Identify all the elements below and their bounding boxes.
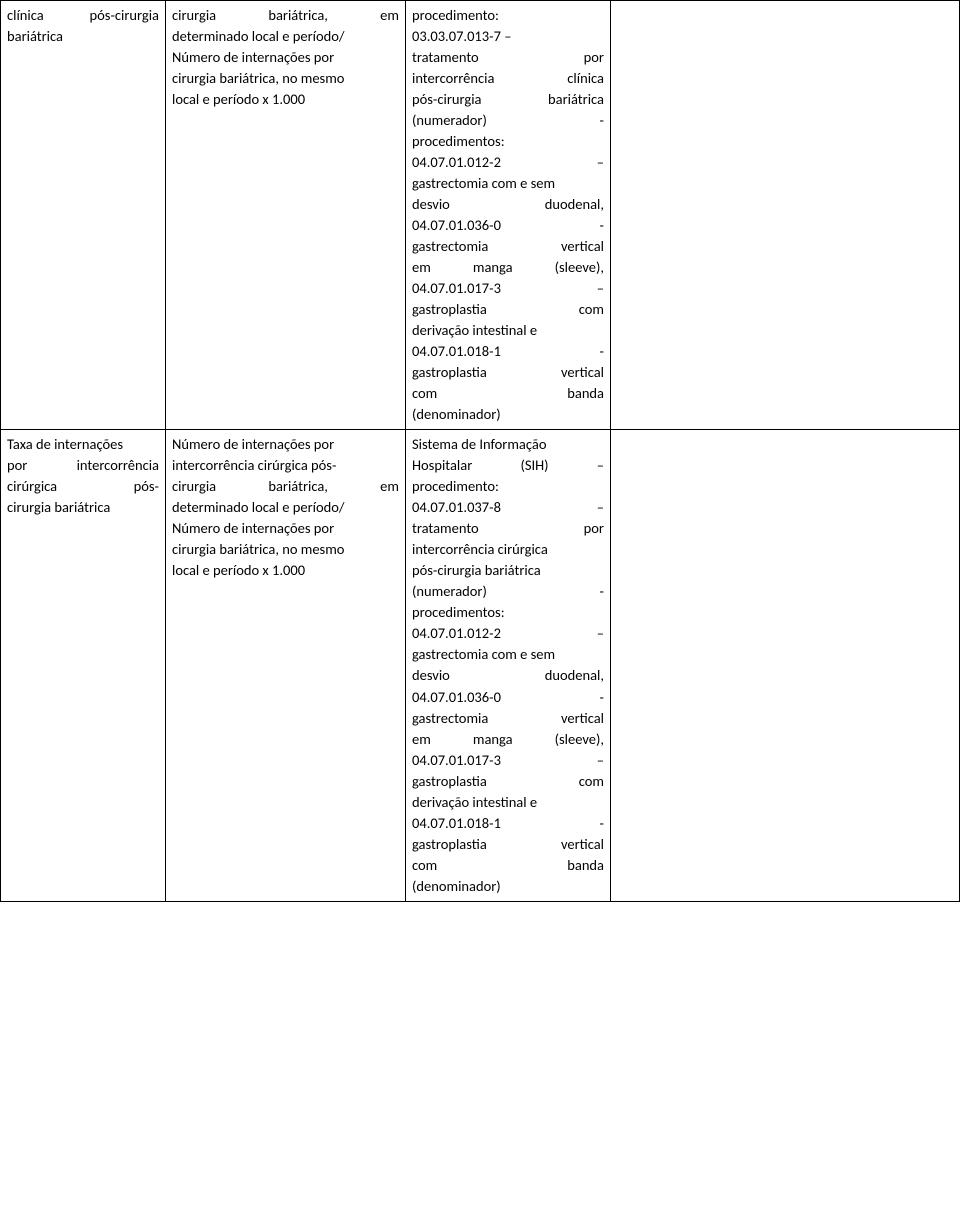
text-line: (denominador)	[412, 876, 604, 897]
text-line: Número de internações por	[172, 47, 399, 68]
table-cell: clínicapós-cirurgiabariátrica	[1, 1, 166, 430]
text-line: gastrectomia com e sem	[412, 173, 604, 194]
text-line: pós-cirurgia bariátrica	[412, 560, 604, 581]
text-line: (numerador)-	[412, 581, 604, 602]
text-line: gastroplastiavertical	[412, 362, 604, 383]
table-cell: Número de internações porintercorrência …	[166, 430, 406, 901]
text-line: local e período x 1.000	[172, 560, 399, 581]
data-table: clínicapós-cirurgiabariátricacirurgiabar…	[0, 0, 960, 902]
text-line: 04.07.01.017-3–	[412, 278, 604, 299]
table-row: Taxa de internaçõesporintercorrênciacirú…	[1, 430, 960, 901]
text-line: 04.07.01.012-2–	[412, 623, 604, 644]
text-line: Hospitalar(SIH)–	[412, 455, 604, 476]
text-line: (numerador)-	[412, 110, 604, 131]
text-line: tratamentopor	[412, 47, 604, 68]
text-line: desvioduodenal,	[412, 194, 604, 215]
table-cell: cirurgiabariátrica,emdeterminado local e…	[166, 1, 406, 430]
text-line: 04.07.01.036-0-	[412, 687, 604, 708]
table-cell: procedimento:03.03.07.013-7 –tratamentop…	[406, 1, 611, 430]
text-line: cirurgia bariátrica, no mesmo	[172, 68, 399, 89]
text-line: emmanga(sleeve),	[412, 257, 604, 278]
text-line: derivação intestinal e	[412, 792, 604, 813]
text-line: cirurgia bariátrica	[7, 497, 159, 518]
text-line: 04.07.01.017-3–	[412, 750, 604, 771]
text-line: 04.07.01.036-0-	[412, 215, 604, 236]
text-line: cirúrgicapós-	[7, 476, 159, 497]
text-line: Taxa de internações	[7, 434, 159, 455]
text-line: local e período x 1.000	[172, 89, 399, 110]
text-line: 04.07.01.037-8–	[412, 497, 604, 518]
text-line: Sistema de Informação	[412, 434, 604, 455]
text-line: gastrectomiavertical	[412, 708, 604, 729]
text-line: porintercorrência	[7, 455, 159, 476]
text-line: gastrectomia com e sem	[412, 644, 604, 665]
table-row: clínicapós-cirurgiabariátricacirurgiabar…	[1, 1, 960, 430]
text-line: cirurgia bariátrica, no mesmo	[172, 539, 399, 560]
text-line: Número de internações por	[172, 518, 399, 539]
text-line: tratamentopor	[412, 518, 604, 539]
text-line: procedimentos:	[412, 131, 604, 152]
text-line: determinado local e período/	[172, 26, 399, 47]
text-line: (denominador)	[412, 404, 604, 425]
text-line: emmanga(sleeve),	[412, 729, 604, 750]
text-line: 04.07.01.012-2–	[412, 152, 604, 173]
text-line: procedimento:	[412, 5, 604, 26]
text-line: 04.07.01.018-1-	[412, 813, 604, 834]
text-line: gastroplastiavertical	[412, 834, 604, 855]
table-cell	[611, 1, 960, 430]
text-line: gastroplastiacom	[412, 771, 604, 792]
text-line: intercorrência cirúrgica pós-	[172, 455, 399, 476]
table-cell: Taxa de internaçõesporintercorrênciacirú…	[1, 430, 166, 901]
text-line: 03.03.07.013-7 –	[412, 26, 604, 47]
text-line: combanda	[412, 855, 604, 876]
text-line: cirurgiabariátrica,em	[172, 5, 399, 26]
text-line: combanda	[412, 383, 604, 404]
text-line: bariátrica	[7, 26, 159, 47]
text-line: desvioduodenal,	[412, 665, 604, 686]
text-line: gastrectomiavertical	[412, 236, 604, 257]
table-body: clínicapós-cirurgiabariátricacirurgiabar…	[1, 1, 960, 902]
text-line: intercorrência cirúrgica	[412, 539, 604, 560]
text-line: pós-cirurgiabariátrica	[412, 89, 604, 110]
text-line: gastroplastiacom	[412, 299, 604, 320]
text-line: intercorrênciaclínica	[412, 68, 604, 89]
text-line: 04.07.01.018-1-	[412, 341, 604, 362]
text-line: procedimento:	[412, 476, 604, 497]
text-line: Número de internações por	[172, 434, 399, 455]
text-line: procedimentos:	[412, 602, 604, 623]
text-line: clínicapós-cirurgia	[7, 5, 159, 26]
table-cell: Sistema de InformaçãoHospitalar(SIH)–pro…	[406, 430, 611, 901]
table-cell	[611, 430, 960, 901]
text-line: derivação intestinal e	[412, 320, 604, 341]
text-line: determinado local e período/	[172, 497, 399, 518]
text-line: cirurgiabariátrica,em	[172, 476, 399, 497]
